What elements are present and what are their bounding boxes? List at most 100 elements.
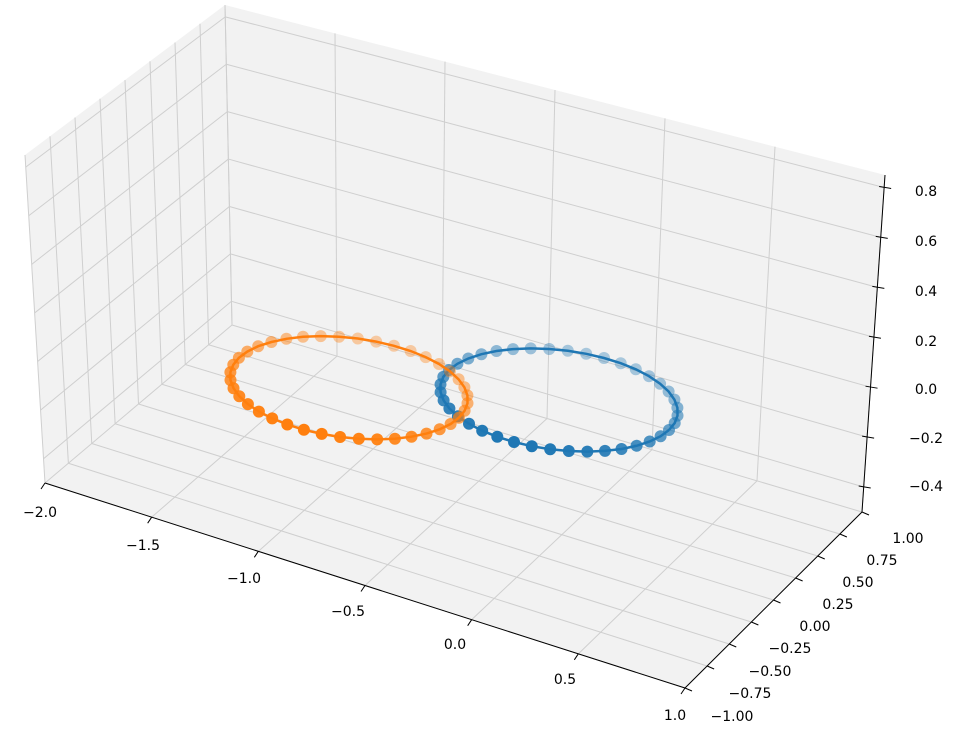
x-tick-label: 1.0 xyxy=(664,708,686,724)
data-point xyxy=(524,342,537,355)
y-tick-mark xyxy=(773,599,781,604)
data-point xyxy=(233,390,246,403)
data-point xyxy=(525,440,538,453)
z-tick-mark xyxy=(868,335,882,339)
grid-line-z-back xyxy=(227,111,878,288)
grid-line-z-left xyxy=(43,300,232,460)
data-point xyxy=(543,343,556,355)
x-tick-mark xyxy=(467,619,473,626)
z-tick-label: 0.6 xyxy=(915,234,937,250)
data-point xyxy=(315,427,328,440)
grid-line-z-left xyxy=(25,16,226,168)
tick-labels: −2.0 −1.5 −1.0 −0.5 0.0 0.5 1.0 −1.00 −0… xyxy=(23,184,943,725)
data-point xyxy=(241,398,254,411)
x-tick-mark xyxy=(40,482,46,490)
grid-line-z-back xyxy=(230,253,868,438)
data-point xyxy=(662,385,675,398)
back-pane xyxy=(225,5,885,512)
grid-line-y-floor xyxy=(231,324,863,513)
data-point xyxy=(444,365,456,378)
data-point xyxy=(281,418,294,431)
grid-line-y-left xyxy=(149,61,163,385)
axes-panes xyxy=(25,5,885,688)
data-point xyxy=(581,445,594,458)
y-tick-mark xyxy=(861,511,870,516)
grid-line-z-left xyxy=(28,63,227,217)
y-tick-label: 0.75 xyxy=(866,553,897,569)
grid-line-x-back xyxy=(546,89,556,419)
y-tick-label: −0.50 xyxy=(749,664,792,680)
data-point xyxy=(280,332,293,345)
x-tick-label: 0.5 xyxy=(554,672,576,688)
y-tick-mark xyxy=(751,621,759,626)
z-tick-label: 0.8 xyxy=(915,184,937,200)
x-tick-mark xyxy=(253,551,259,558)
y-tick-mark xyxy=(684,687,693,692)
data-point xyxy=(444,418,457,430)
data-point xyxy=(388,432,401,445)
x-tick-label: −2.0 xyxy=(23,505,57,521)
grid-line-y-floor xyxy=(185,364,818,557)
data-point xyxy=(451,357,464,370)
z-tick-mark xyxy=(865,385,878,389)
x-tick-label: −1.5 xyxy=(126,538,160,554)
grid-line-y-left xyxy=(74,117,93,444)
y-tick-mark xyxy=(839,533,848,538)
data-point xyxy=(265,336,278,348)
y-tick-label: −1.00 xyxy=(711,709,754,725)
data-point xyxy=(371,433,384,446)
data-point xyxy=(614,357,627,370)
data-point xyxy=(463,417,475,430)
data-point xyxy=(297,423,310,436)
data-point xyxy=(654,430,667,443)
x-tick-mark xyxy=(147,516,153,524)
grid-line-x-back xyxy=(651,118,666,450)
axis-lines xyxy=(40,174,892,695)
y-tick-mark xyxy=(795,577,803,582)
data-point xyxy=(491,430,504,443)
grid-line-z-left xyxy=(37,206,230,362)
grid-line-x-back xyxy=(334,33,338,357)
data-point xyxy=(352,432,365,445)
grid-line-y-floor xyxy=(91,443,730,645)
data-point xyxy=(629,363,642,376)
data-point xyxy=(404,345,417,357)
data-point xyxy=(561,344,574,357)
y-tick-label: −0.75 xyxy=(729,686,772,702)
x-tick-label: −0.5 xyxy=(331,604,365,620)
grid-line-y-floor xyxy=(68,462,708,667)
grid-line-z-left xyxy=(34,158,229,314)
grid-line-z-back xyxy=(228,158,875,338)
data-point xyxy=(297,330,309,343)
data-point xyxy=(433,358,445,370)
grid-line-z-back xyxy=(231,300,864,488)
grid-line-x-back xyxy=(441,61,446,388)
grid-line-y-left xyxy=(199,23,210,345)
grid-line-z-back xyxy=(229,206,871,388)
data-point xyxy=(405,430,418,443)
grid-line-z-back xyxy=(225,16,885,188)
data-point xyxy=(599,444,611,457)
data-point xyxy=(507,343,519,356)
grid-line-x-back xyxy=(756,146,776,481)
data-point xyxy=(433,423,446,436)
data-point xyxy=(266,412,279,425)
z-tick-label: −0.4 xyxy=(909,479,943,495)
data-point xyxy=(643,370,655,383)
y-tick-mark xyxy=(729,643,737,648)
x-tick-label: 0.0 xyxy=(444,637,466,653)
data-point xyxy=(663,424,675,436)
z-tick-label: 0.2 xyxy=(915,334,937,350)
grid-line-y-left xyxy=(174,42,186,365)
data-point xyxy=(580,347,593,360)
z-tick-label: 0.0 xyxy=(915,382,937,398)
data-point xyxy=(462,352,475,365)
grid-line-y-left xyxy=(99,98,116,424)
data-point xyxy=(544,443,557,456)
floor-pane xyxy=(45,325,862,688)
data-point xyxy=(420,427,433,440)
data-point xyxy=(252,405,265,418)
grid-line-y-floor xyxy=(138,403,774,601)
y-tick-label: 1.00 xyxy=(892,531,923,547)
data-point xyxy=(643,435,656,448)
